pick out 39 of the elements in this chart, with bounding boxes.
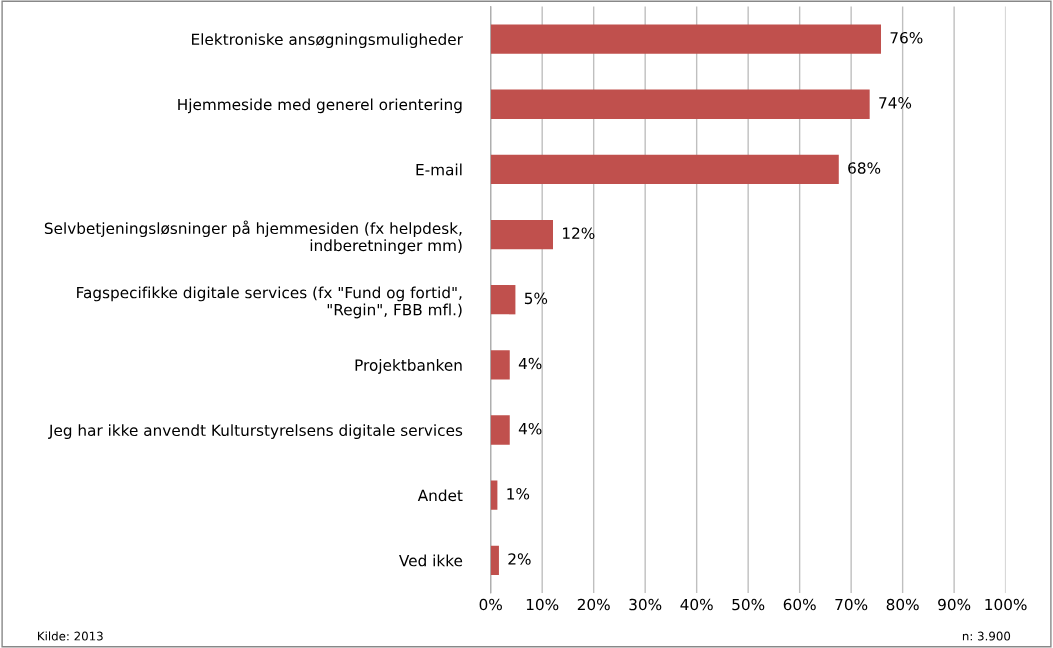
bar [490, 89, 870, 119]
y-tick-label: Selvbetjeningsløsninger på hjemmesiden (fx helpdesk, indberetninger mm) [44, 220, 462, 255]
x-tick-label: 40% [680, 598, 713, 611]
y-tick-label: Fagspecifikke digitale services (fx "Fund og fortid", "Regin", FBB mfl.) [77, 286, 462, 319]
y-tick-label: Jeg har ikke anvendt Kulturstyrelsens digitale services [48, 424, 463, 439]
data-label: 4% [518, 357, 542, 370]
data-label: 68% [848, 162, 881, 174]
x-tick-label: 30% [629, 598, 662, 611]
y-tick-label: E-mail [416, 163, 462, 176]
x-tick-label: 90% [938, 598, 971, 611]
bar [490, 219, 553, 250]
x-tick-label: 70% [835, 598, 868, 611]
x-tick-label: 0% [479, 598, 502, 611]
x-tick-label: 10% [526, 598, 559, 611]
x-tick-label: 20% [577, 598, 610, 611]
bar [490, 285, 516, 315]
x-tick-label: 80% [886, 598, 919, 611]
bar [490, 545, 499, 575]
data-label: 1% [507, 488, 530, 500]
text: Kilde: 2013 [38, 631, 103, 641]
x-tick-label: 60% [783, 598, 816, 611]
bar [490, 24, 882, 54]
data-label: 74% [879, 97, 912, 109]
y-tick-label: Andet [417, 489, 463, 502]
data-label: 76% [890, 31, 923, 44]
x-tick-label: 100% [985, 598, 1027, 611]
data-label: 4% [518, 422, 542, 435]
data-label: 12% [563, 227, 595, 239]
data-label: 5% [524, 292, 548, 305]
y-tick-label: Ved ikke [399, 554, 463, 567]
y-tick-label: Elektroniske ansøgningsmuligheder [192, 33, 463, 49]
text: n: 3.900 [962, 631, 1011, 641]
y-tick-label: Projektbanken [355, 359, 462, 374]
bar [490, 154, 839, 185]
x-tick-label: 50% [732, 598, 765, 611]
data-label: 2% [508, 553, 531, 565]
bar [490, 350, 510, 380]
bar [490, 415, 510, 445]
y-tick-label: Hjemmeside med generel orientering [178, 98, 462, 114]
